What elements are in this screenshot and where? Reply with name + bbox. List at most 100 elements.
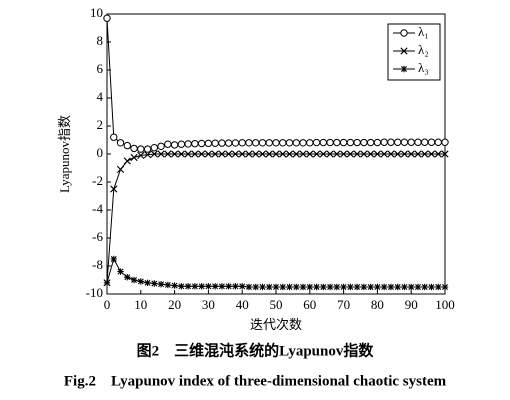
marker <box>333 150 341 158</box>
marker <box>353 283 361 291</box>
marker <box>387 150 395 158</box>
marker <box>252 150 260 158</box>
series-line <box>106 257 445 288</box>
marker <box>286 283 293 291</box>
marker <box>224 139 233 147</box>
x-tick-label: 30 <box>202 297 215 312</box>
marker <box>407 150 415 158</box>
marker <box>177 140 186 148</box>
marker <box>319 138 328 147</box>
marker <box>259 283 266 291</box>
marker <box>320 283 327 291</box>
marker <box>353 138 361 147</box>
x-tick-label: 70 <box>337 297 350 312</box>
marker <box>394 150 402 158</box>
marker <box>265 139 273 147</box>
marker <box>333 283 341 291</box>
marker <box>340 150 348 158</box>
marker <box>360 283 368 291</box>
marker <box>151 280 158 287</box>
marker <box>184 140 192 148</box>
y-axis-label: Lyapunov指数 <box>57 115 72 193</box>
marker <box>346 138 355 147</box>
marker <box>360 150 368 158</box>
marker <box>299 150 307 158</box>
x-tick-label: 100 <box>435 297 455 312</box>
marker <box>178 283 185 290</box>
marker <box>258 139 267 147</box>
marker <box>306 150 314 158</box>
marker <box>414 150 422 158</box>
marker <box>326 283 334 291</box>
marker <box>157 150 165 158</box>
legend-box <box>387 23 441 81</box>
marker <box>380 283 388 291</box>
marker <box>265 150 273 158</box>
caption-cn: 图2 三维混沌系统的Lyapunov指数 <box>137 341 375 359</box>
legend-label: λ₁ <box>418 24 429 39</box>
marker <box>204 150 212 158</box>
y-tick-label: -10 <box>86 285 103 300</box>
marker <box>123 157 131 165</box>
marker <box>394 283 401 291</box>
marker <box>252 283 259 291</box>
marker <box>326 150 334 158</box>
marker <box>231 150 240 158</box>
y-tick-label: -4 <box>92 201 103 216</box>
marker <box>211 283 219 290</box>
y-tick-label: -6 <box>92 229 103 244</box>
marker <box>137 151 145 159</box>
marker <box>387 138 395 146</box>
marker <box>312 138 321 147</box>
marker <box>205 283 212 290</box>
marker <box>292 139 300 147</box>
marker <box>130 144 138 153</box>
marker <box>184 283 192 290</box>
marker <box>170 141 179 149</box>
marker <box>191 283 199 290</box>
marker <box>232 283 239 290</box>
marker <box>150 150 158 158</box>
marker <box>258 150 267 158</box>
legend-label: λ₃ <box>418 60 429 75</box>
marker <box>400 150 409 158</box>
marker <box>421 283 428 291</box>
marker <box>110 255 117 263</box>
marker <box>137 145 145 153</box>
marker <box>401 283 408 291</box>
legend-label: λ₂ <box>418 42 429 57</box>
marker <box>285 150 294 158</box>
marker <box>211 139 219 147</box>
marker <box>373 150 381 158</box>
x-tick-label: 90 <box>405 297 418 312</box>
marker <box>157 281 165 288</box>
marker <box>238 139 246 147</box>
marker <box>360 138 368 147</box>
marker <box>279 283 286 291</box>
marker <box>124 274 131 281</box>
marker <box>211 150 219 158</box>
marker <box>252 139 260 147</box>
marker <box>427 150 436 158</box>
marker <box>353 150 361 158</box>
marker <box>414 283 422 291</box>
x-tick-label: 80 <box>371 297 384 312</box>
marker <box>157 142 165 151</box>
y-tick-label: 4 <box>97 89 104 104</box>
marker <box>117 268 124 275</box>
marker <box>164 150 172 158</box>
marker <box>198 283 205 290</box>
marker <box>299 283 307 291</box>
marker <box>414 138 422 146</box>
marker <box>435 283 442 291</box>
series-line <box>106 153 445 283</box>
marker <box>441 150 449 158</box>
y-tick-label: 10 <box>90 5 103 20</box>
marker <box>164 140 172 148</box>
marker <box>266 283 273 291</box>
marker <box>292 150 300 158</box>
y-tick-label: 2 <box>97 117 104 132</box>
marker <box>272 150 280 158</box>
legend-marker <box>400 65 408 73</box>
